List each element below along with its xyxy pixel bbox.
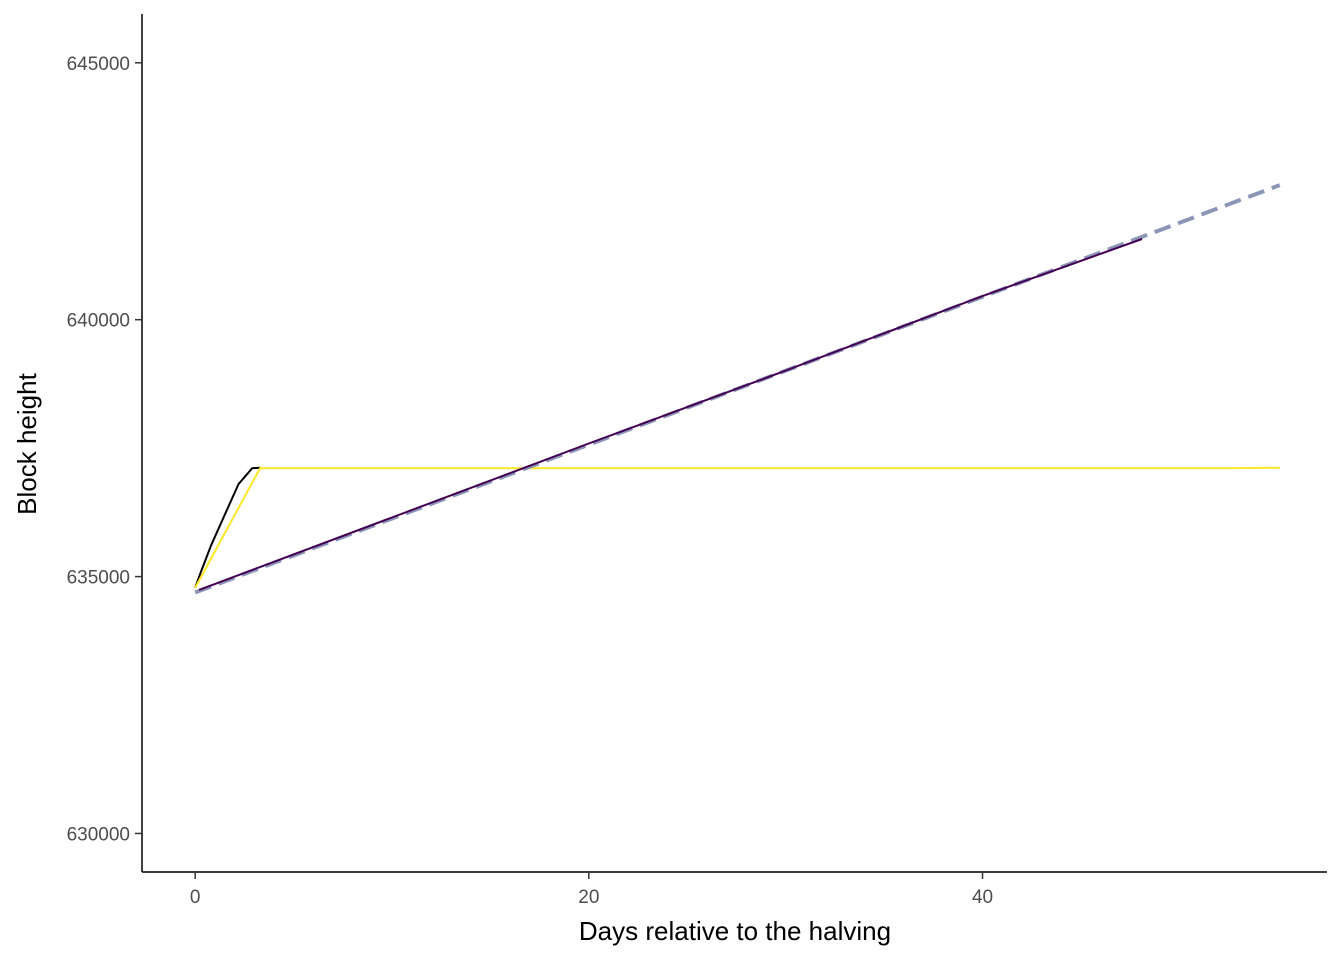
series-line-1 — [194, 466, 261, 589]
x-tick-label: 0 — [190, 887, 201, 908]
x-tick-label: 40 — [972, 887, 993, 908]
y-tick-label: 630000 — [67, 824, 130, 845]
y-tick-label: 645000 — [67, 54, 130, 75]
x-axis-title: Days relative to the halving — [579, 916, 891, 946]
series-line-4 — [198, 238, 1143, 591]
series-layer — [194, 183, 1281, 595]
y-tick-label: 640000 — [67, 311, 130, 332]
x-tick-label: 20 — [578, 887, 599, 908]
axes: 0 20 40 630000 635000 640000 645000 — [67, 14, 1327, 908]
series-line-2 — [194, 466, 1280, 589]
y-axis-title: Block height — [12, 372, 42, 514]
plot-area — [194, 183, 1281, 595]
y-tick-label: 635000 — [67, 568, 130, 589]
